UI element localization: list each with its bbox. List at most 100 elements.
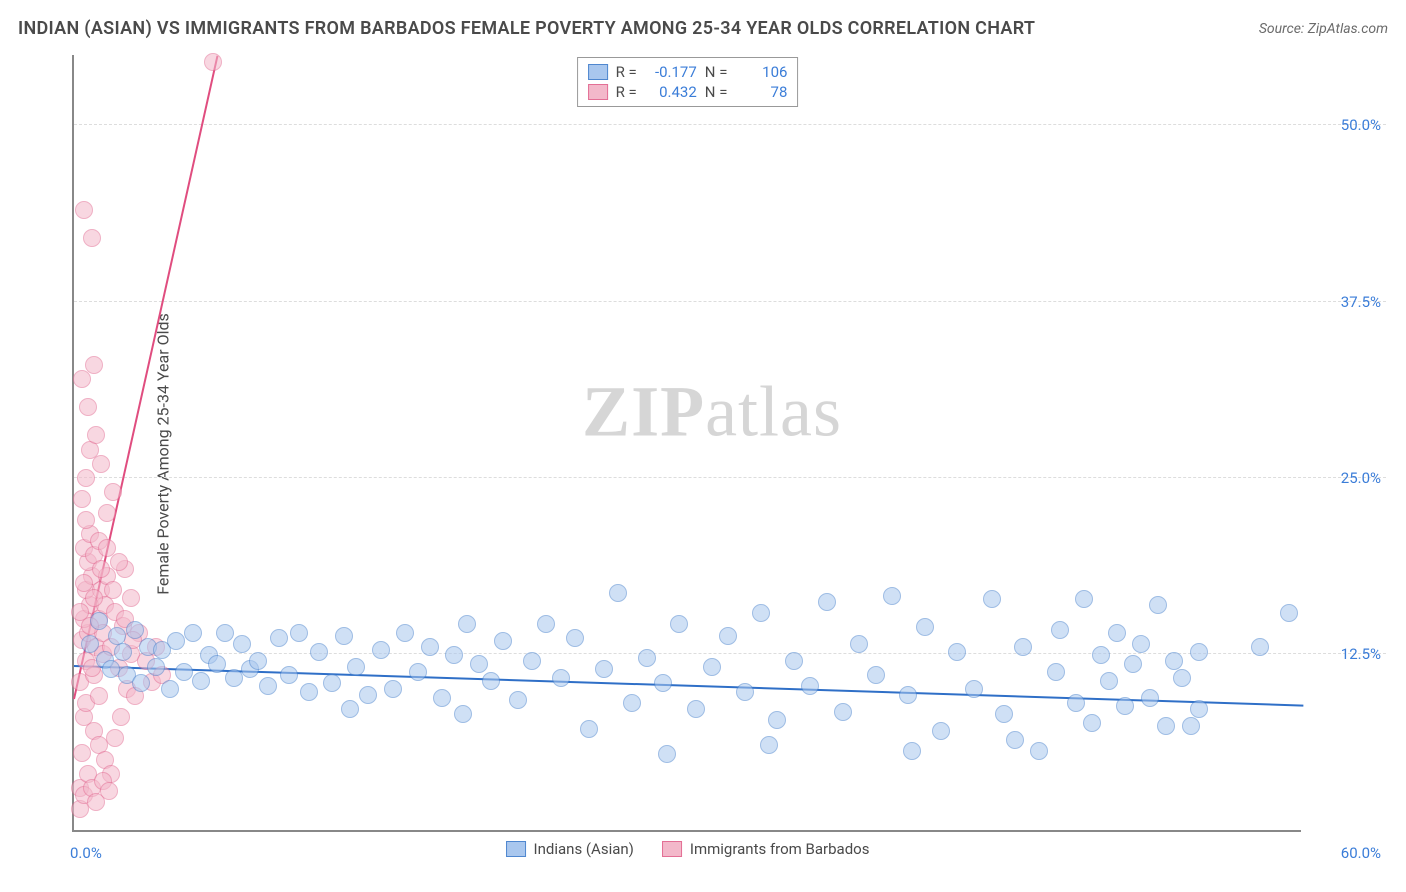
data-point xyxy=(81,635,99,653)
data-point xyxy=(79,398,97,416)
data-point xyxy=(147,658,165,676)
data-point xyxy=(948,643,966,661)
y-tick-label: 50.0% xyxy=(1341,116,1381,134)
data-point xyxy=(347,658,365,676)
legend-item-series-0: Indians (Asian) xyxy=(506,840,634,858)
data-point xyxy=(494,632,512,650)
data-point xyxy=(785,652,803,670)
data-point xyxy=(537,615,555,633)
data-point xyxy=(1083,714,1101,732)
data-point xyxy=(98,504,116,522)
data-point xyxy=(87,426,105,444)
data-point xyxy=(818,593,836,611)
data-point xyxy=(609,584,627,602)
data-point xyxy=(470,655,488,673)
data-point xyxy=(760,736,778,754)
data-point xyxy=(384,680,402,698)
data-point xyxy=(216,624,234,642)
data-point xyxy=(341,700,359,718)
x-tick-label: 0.0% xyxy=(70,844,102,862)
data-point xyxy=(1092,646,1110,664)
data-point xyxy=(225,669,243,687)
y-tick-label: 12.5% xyxy=(1341,645,1381,663)
data-point xyxy=(83,229,101,247)
data-point xyxy=(623,694,641,712)
data-point xyxy=(482,672,500,690)
data-point xyxy=(552,669,570,687)
data-point xyxy=(310,643,328,661)
data-point xyxy=(834,703,852,721)
data-point xyxy=(75,201,93,219)
data-point xyxy=(280,666,298,684)
data-point xyxy=(104,483,122,501)
data-point xyxy=(161,680,179,698)
data-point xyxy=(932,722,950,740)
legend-row-series-0: R = -0.177 N = 106 xyxy=(588,62,788,82)
data-point xyxy=(509,691,527,709)
gridline xyxy=(74,124,1386,125)
data-point xyxy=(1014,638,1032,656)
data-point xyxy=(112,708,130,726)
data-point xyxy=(90,612,108,630)
data-point xyxy=(1190,643,1208,661)
data-point xyxy=(883,587,901,605)
data-point xyxy=(1141,689,1159,707)
data-point xyxy=(670,615,688,633)
data-point xyxy=(916,618,934,636)
data-point xyxy=(1149,596,1167,614)
data-point xyxy=(92,560,110,578)
data-point xyxy=(995,705,1013,723)
data-point xyxy=(458,615,476,633)
data-point xyxy=(752,604,770,622)
data-point xyxy=(192,672,210,690)
data-point xyxy=(372,641,390,659)
data-point xyxy=(899,686,917,704)
data-point xyxy=(249,652,267,670)
data-point xyxy=(850,635,868,653)
data-point xyxy=(270,629,288,647)
data-point xyxy=(409,663,427,681)
data-point xyxy=(85,356,103,374)
data-point xyxy=(523,652,541,670)
data-point xyxy=(421,638,439,656)
data-point xyxy=(300,683,318,701)
data-point xyxy=(77,469,95,487)
data-point xyxy=(719,627,737,645)
data-point xyxy=(184,624,202,642)
data-point xyxy=(323,674,341,692)
data-point xyxy=(1030,742,1048,760)
data-point xyxy=(1251,638,1269,656)
scatter-plot: ZIPatlas R = -0.177 N = 106 R = 0.432 N … xyxy=(72,55,1301,832)
data-point xyxy=(92,455,110,473)
data-point xyxy=(1067,694,1085,712)
data-point xyxy=(208,655,226,673)
data-point xyxy=(100,782,118,800)
data-point xyxy=(903,742,921,760)
data-point xyxy=(73,370,91,388)
swatch-icon xyxy=(588,64,608,80)
data-point xyxy=(167,632,185,650)
data-point xyxy=(1165,652,1183,670)
data-point xyxy=(654,674,672,692)
data-point xyxy=(580,720,598,738)
data-point xyxy=(233,635,251,653)
chart-area: Female Poverty Among 25-34 Year Olds ZIP… xyxy=(50,55,1386,852)
swatch-icon xyxy=(506,841,526,857)
data-point xyxy=(658,745,676,763)
data-point xyxy=(122,589,140,607)
title-bar: INDIAN (ASIAN) VS IMMIGRANTS FROM BARBAD… xyxy=(18,18,1388,39)
data-point xyxy=(801,677,819,695)
watermark: ZIPatlas xyxy=(582,370,842,453)
swatch-icon xyxy=(662,841,682,857)
data-point xyxy=(132,674,150,692)
data-point xyxy=(175,663,193,681)
data-point xyxy=(204,53,222,71)
data-point xyxy=(1173,669,1191,687)
data-point xyxy=(1006,731,1024,749)
data-point xyxy=(595,660,613,678)
data-point xyxy=(106,729,124,747)
data-point xyxy=(703,658,721,676)
data-point xyxy=(335,627,353,645)
data-point xyxy=(104,581,122,599)
y-tick-label: 37.5% xyxy=(1341,293,1381,311)
